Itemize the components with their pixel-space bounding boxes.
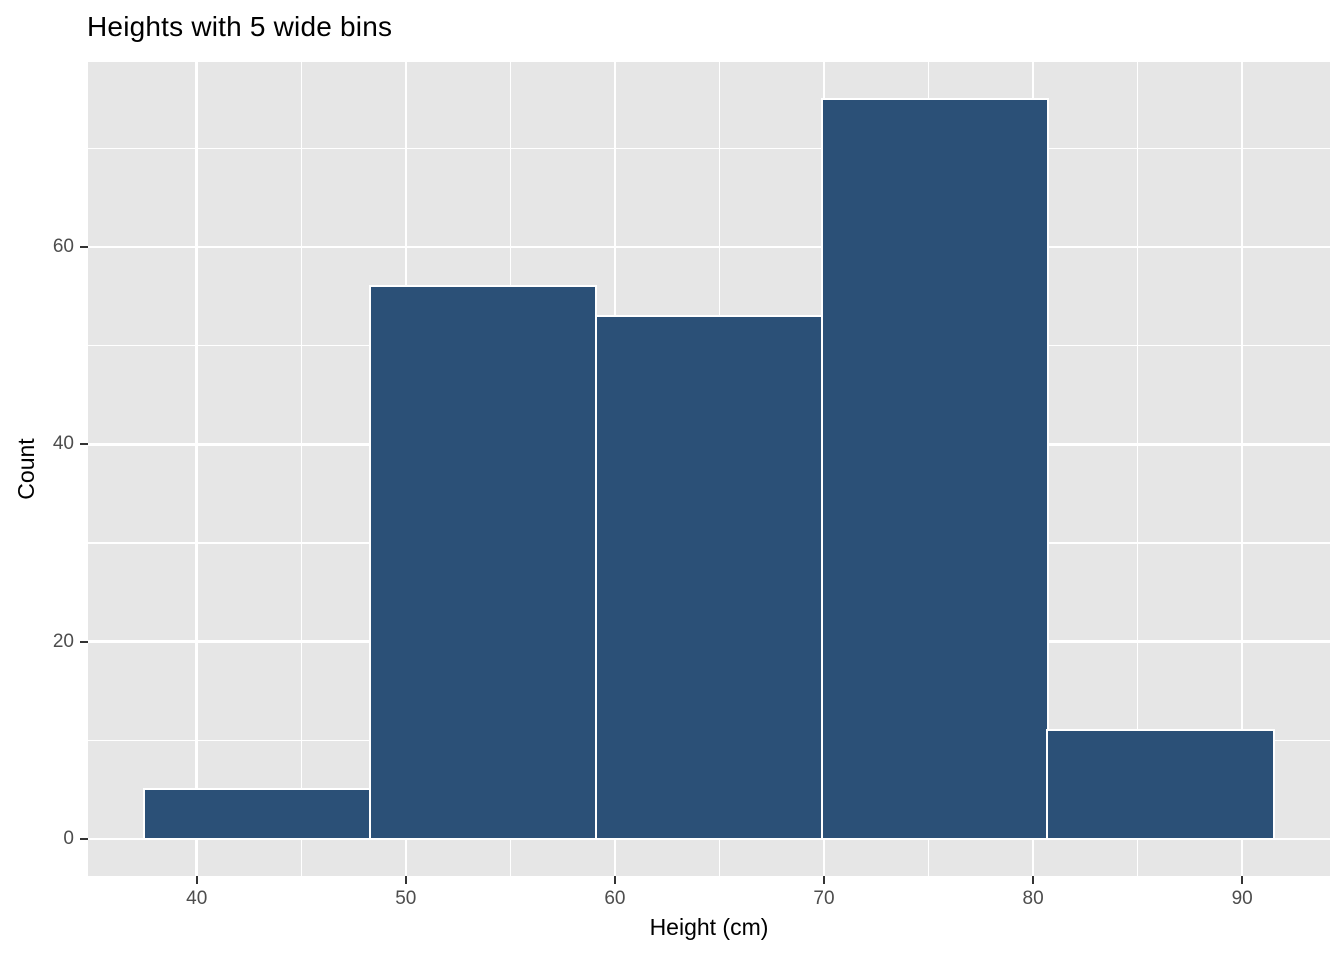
x-tick-mark-90 <box>1241 876 1244 884</box>
x-tick-mark-70 <box>823 876 825 884</box>
histogram-bar-1 <box>143 788 372 841</box>
x-tick-mark-50 <box>404 876 407 884</box>
y-tick-label-40: 40 <box>52 433 74 455</box>
x-major-gridline-40 <box>195 62 198 876</box>
x-tick-label-40: 40 <box>186 888 208 909</box>
x-tick-mark-40 <box>195 876 198 884</box>
x-tick-mark-60 <box>613 876 616 884</box>
histogram-bar-2 <box>369 285 598 841</box>
x-tick-label-60: 60 <box>604 888 626 909</box>
y-major-gridline-60 <box>88 245 1330 249</box>
x-tick-mark-80 <box>1032 876 1035 884</box>
y-minor-gridline-70 <box>88 147 1330 150</box>
histogram-bar-5 <box>1046 729 1275 841</box>
x-tick-label-90: 90 <box>1231 888 1253 909</box>
y-tick-label-20: 20 <box>52 630 74 652</box>
x-minor-gridline-85 <box>1136 62 1139 876</box>
y-tick-label-0: 0 <box>63 828 74 849</box>
x-tick-label-70: 70 <box>813 888 835 909</box>
x-axis-title: Height (cm) <box>649 914 769 940</box>
y-tick-mark-0 <box>80 838 88 840</box>
y-tick-label-60: 60 <box>52 236 74 257</box>
x-major-gridline-90 <box>1240 62 1244 876</box>
y-tick-mark-20 <box>80 640 88 643</box>
x-minor-gridline-45 <box>300 62 303 876</box>
x-tick-label-80: 80 <box>1022 888 1044 909</box>
plot-panel <box>88 62 1330 876</box>
chart-title: Heights with 5 wide bins <box>87 11 393 42</box>
histogram-bar-4 <box>820 97 1049 841</box>
histogram-bar-3 <box>594 314 824 841</box>
x-tick-label-50: 50 <box>395 888 417 909</box>
y-tick-mark-40 <box>80 443 88 446</box>
y-tick-mark-60 <box>80 246 88 248</box>
y-axis-title: Count <box>13 438 39 500</box>
